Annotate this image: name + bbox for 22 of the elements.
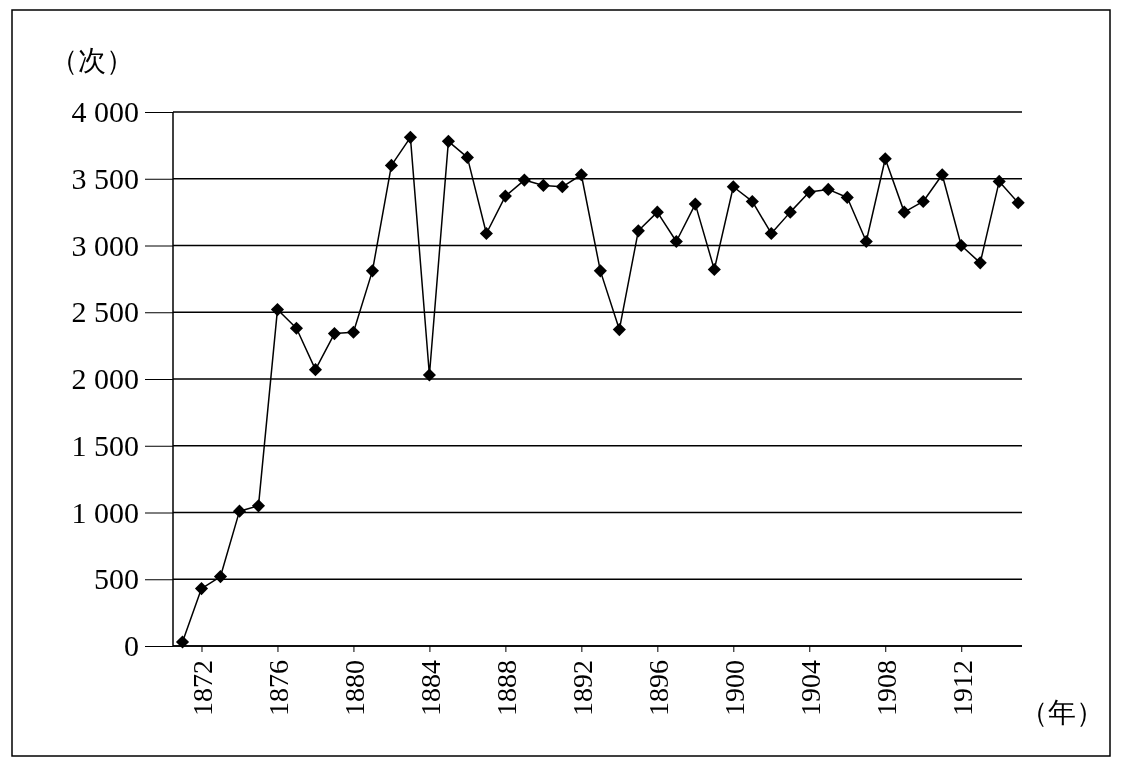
y-tick-label: 3 000 [71, 228, 139, 262]
x-tick-label: 1884 [414, 660, 446, 716]
x-tick-label: 1896 [642, 660, 674, 716]
x-tick-label: 1904 [794, 660, 826, 716]
x-tick-label: 1872 [186, 660, 218, 716]
y-tick-label: 1 000 [71, 495, 139, 529]
x-tick-label: 1912 [946, 660, 978, 716]
y-tick-label: 2 000 [71, 362, 139, 396]
y-tick-label: 4 000 [71, 95, 139, 129]
y-axis-title: （次） [50, 45, 134, 76]
y-tick-label: 3 500 [71, 161, 139, 195]
x-tick-label: 1876 [262, 660, 294, 716]
x-tick-label: 1880 [338, 660, 370, 716]
y-tick-label: 1 500 [71, 428, 139, 462]
x-tick-label: 1900 [718, 660, 750, 716]
y-tick-label: 500 [94, 562, 139, 596]
y-tick-label: 2 500 [71, 295, 139, 329]
x-tick-label: 1908 [870, 660, 902, 716]
x-axis-title: （年） [1020, 697, 1104, 728]
x-tick-label: 1888 [490, 660, 522, 716]
y-tick-label: 0 [124, 629, 139, 663]
x-tick-label: 1892 [566, 660, 598, 716]
